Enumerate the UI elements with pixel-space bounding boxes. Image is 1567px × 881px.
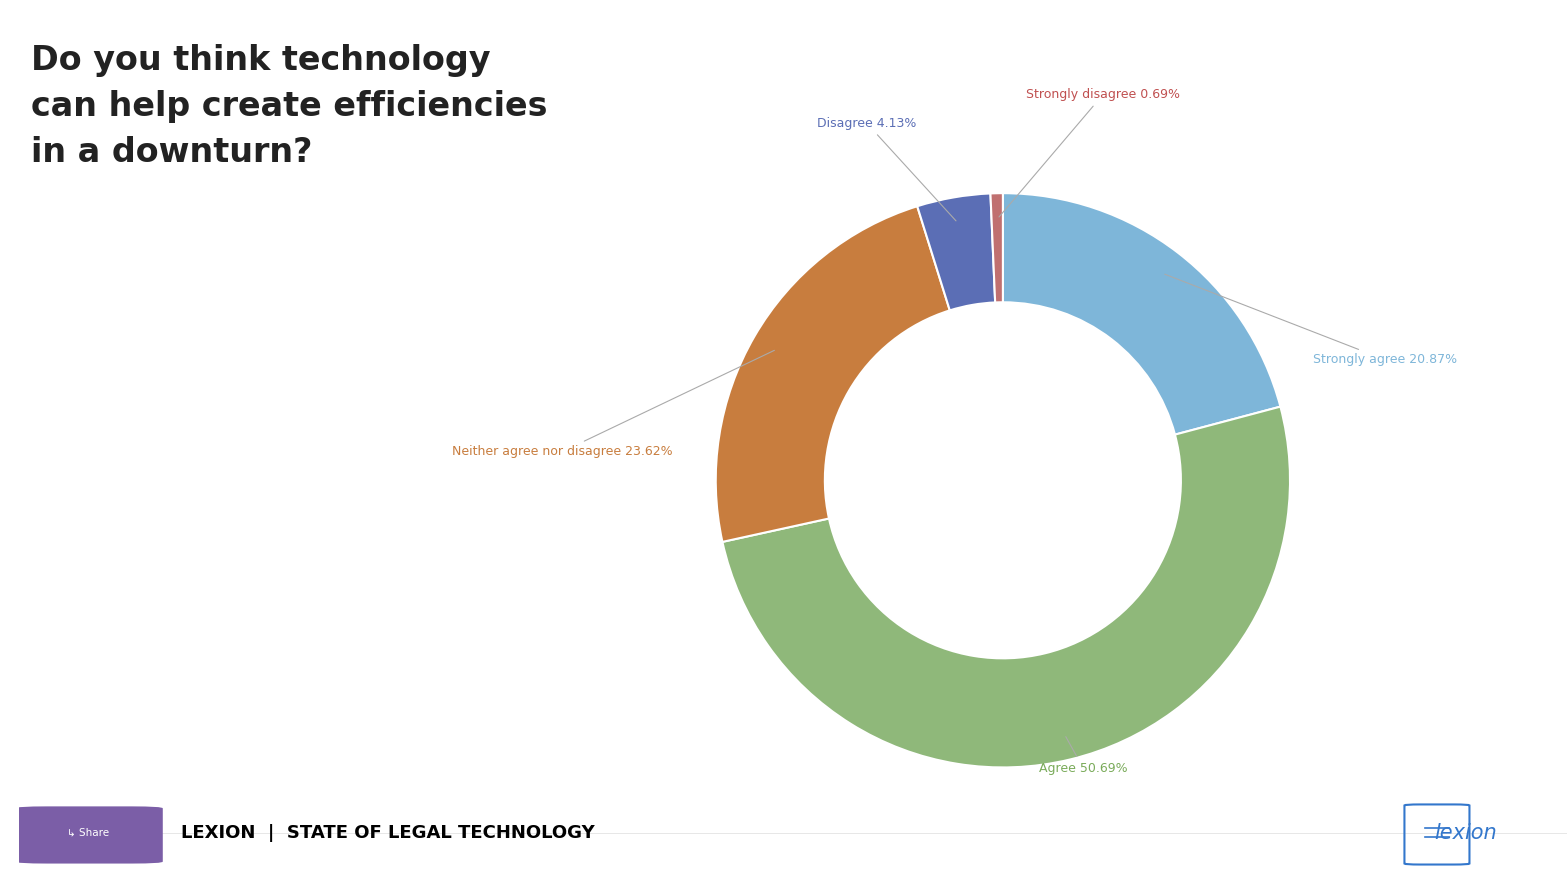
Text: LEXION  |  STATE OF LEGAL TECHNOLOGY: LEXION | STATE OF LEGAL TECHNOLOGY — [182, 824, 595, 841]
Text: Strongly disagree 0.69%: Strongly disagree 0.69% — [1000, 88, 1180, 217]
Text: Disagree 4.13%: Disagree 4.13% — [818, 117, 956, 221]
Text: lexion: lexion — [1434, 823, 1498, 842]
Wedge shape — [990, 193, 1003, 302]
Wedge shape — [716, 206, 950, 542]
Text: Agree 50.69%: Agree 50.69% — [1039, 737, 1128, 774]
Text: Strongly agree 20.87%: Strongly agree 20.87% — [1164, 274, 1457, 366]
Text: Neither agree nor disagree 23.62%: Neither agree nor disagree 23.62% — [451, 351, 774, 458]
Wedge shape — [917, 194, 995, 310]
Text: Do you think technology
can help create efficiencies
in a downturn?: Do you think technology can help create … — [31, 44, 548, 169]
Wedge shape — [1003, 193, 1280, 434]
Wedge shape — [722, 407, 1290, 767]
Text: ↳ Share: ↳ Share — [67, 827, 110, 838]
FancyBboxPatch shape — [16, 806, 163, 863]
